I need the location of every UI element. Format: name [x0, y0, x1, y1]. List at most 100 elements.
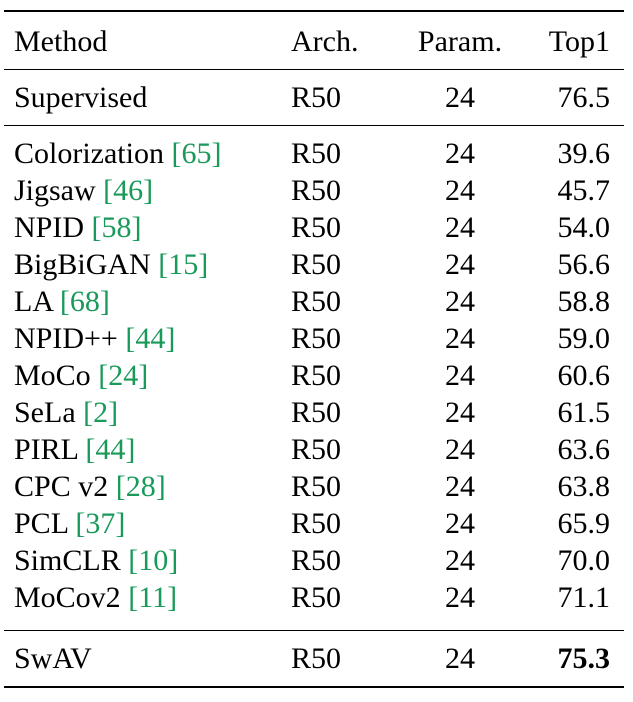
method-name: NPID [14, 211, 85, 244]
citation-number: 11 [138, 581, 168, 614]
arch-cell: R50 [291, 470, 342, 503]
method-name: SimCLR [14, 544, 121, 577]
swav-arch: R50 [291, 642, 342, 675]
supervised-row: Supervised R50 24 76.5 [4, 79, 624, 116]
header-param: Param. [417, 25, 503, 58]
top1-cell: 58.8 [557, 285, 611, 318]
arch-cell: R50 [291, 248, 342, 281]
arch-cell: R50 [291, 285, 342, 318]
method-cell: LA [68] [14, 283, 110, 320]
supervised-rule [4, 125, 624, 126]
citation-number: 65 [181, 137, 212, 170]
arch-cell: R50 [291, 359, 342, 392]
top1-cell: 45.7 [557, 174, 611, 207]
param-cell: 24 [445, 137, 475, 170]
method-cell: BigBiGAN [15] [14, 246, 208, 283]
top1-cell: 65.9 [557, 507, 611, 540]
top1-cell: 56.6 [557, 248, 611, 281]
method-name: LA [14, 285, 53, 318]
table-row: NPID [58] R50 24 54.0 [4, 209, 624, 246]
table-row: SeLa [2] R50 24 61.5 [4, 394, 624, 431]
citation: [58] [91, 211, 142, 244]
method-name: Colorization [14, 137, 164, 170]
citation-number: 24 [108, 359, 139, 392]
swav-rule [4, 630, 624, 631]
top1-cell: 63.8 [557, 470, 611, 503]
param-cell: 24 [445, 433, 475, 466]
table-row: CPC v2 [28] R50 24 63.8 [4, 468, 624, 505]
supervised-top1: 76.5 [557, 81, 611, 114]
citation-number: 28 [125, 470, 156, 503]
swav-top1: 75.3 [557, 642, 611, 675]
arch-cell: R50 [291, 581, 342, 614]
arch-cell: R50 [291, 211, 342, 244]
citation-number: 10 [138, 544, 169, 577]
citation-number: 15 [168, 248, 199, 281]
citation: [24] [98, 359, 149, 392]
method-name: BigBiGAN [14, 248, 151, 281]
arch-cell: R50 [291, 507, 342, 540]
method-name: MoCo [14, 359, 91, 392]
param-cell: 24 [445, 544, 475, 577]
arch-cell: R50 [291, 137, 342, 170]
method-cell: SimCLR [10] [14, 542, 178, 579]
method-cell: MoCov2 [11] [14, 579, 177, 616]
top1-cell: 39.6 [557, 137, 611, 170]
arch-cell: R50 [291, 174, 342, 207]
table-row: Jigsaw [46] R50 24 45.7 [4, 172, 624, 209]
bottom-rule [4, 686, 624, 688]
citation-number: 68 [69, 285, 100, 318]
citation-number: 46 [113, 174, 144, 207]
citation-number: 44 [95, 433, 126, 466]
swav-row: SwAV R50 24 75.3 [4, 640, 624, 677]
citation-number: 37 [85, 507, 116, 540]
header-row: Method Arch. Param. Top1 [4, 23, 624, 60]
table-row: BigBiGAN [15] R50 24 56.6 [4, 246, 624, 283]
param-cell: 24 [445, 470, 475, 503]
method-cell: NPID [58] [14, 209, 142, 246]
top1-cell: 70.0 [557, 544, 611, 577]
header-method: Method [14, 25, 108, 58]
citation-number: 58 [101, 211, 132, 244]
table-row: NPID++ [44] R50 24 59.0 [4, 320, 624, 357]
top-rule [4, 10, 624, 12]
citation: [46] [103, 174, 154, 207]
method-cell: CPC v2 [28] [14, 468, 166, 505]
swav-param: 24 [445, 642, 475, 675]
method-name: Jigsaw [14, 174, 96, 207]
param-cell: 24 [445, 285, 475, 318]
param-cell: 24 [445, 396, 475, 429]
param-cell: 24 [445, 507, 475, 540]
table-row: LA [68] R50 24 58.8 [4, 283, 624, 320]
top1-cell: 61.5 [557, 396, 611, 429]
method-cell: NPID++ [44] [14, 320, 175, 357]
param-cell: 24 [445, 174, 475, 207]
citation: [11] [128, 581, 178, 614]
method-cell: MoCo [24] [14, 357, 148, 394]
header-arch: Arch. [291, 25, 359, 58]
table-row: PIRL [44] R50 24 63.6 [4, 431, 624, 468]
method-name: PIRL [14, 433, 78, 466]
citation: [65] [171, 137, 222, 170]
citation: [10] [128, 544, 179, 577]
citation: [68] [59, 285, 110, 318]
param-cell: 24 [445, 581, 475, 614]
supervised-arch: R50 [291, 81, 342, 114]
arch-cell: R50 [291, 544, 342, 577]
method-cell: Jigsaw [46] [14, 172, 153, 209]
header-rule [4, 69, 624, 70]
method-name: SeLa [14, 396, 76, 429]
table-row: PCL [37] R50 24 65.9 [4, 505, 624, 542]
citation: [44] [125, 322, 176, 355]
citation: [37] [75, 507, 126, 540]
citation-number: 2 [93, 396, 109, 429]
arch-cell: R50 [291, 433, 342, 466]
table-row: Colorization [65] R50 24 39.6 [4, 135, 624, 172]
top1-cell: 60.6 [557, 359, 611, 392]
table-row: MoCo [24] R50 24 60.6 [4, 357, 624, 394]
method-cell: PCL [37] [14, 505, 125, 542]
top1-cell: 54.0 [557, 211, 611, 244]
citation: [2] [83, 396, 119, 429]
arch-cell: R50 [291, 396, 342, 429]
method-name: MoCov2 [14, 581, 121, 614]
